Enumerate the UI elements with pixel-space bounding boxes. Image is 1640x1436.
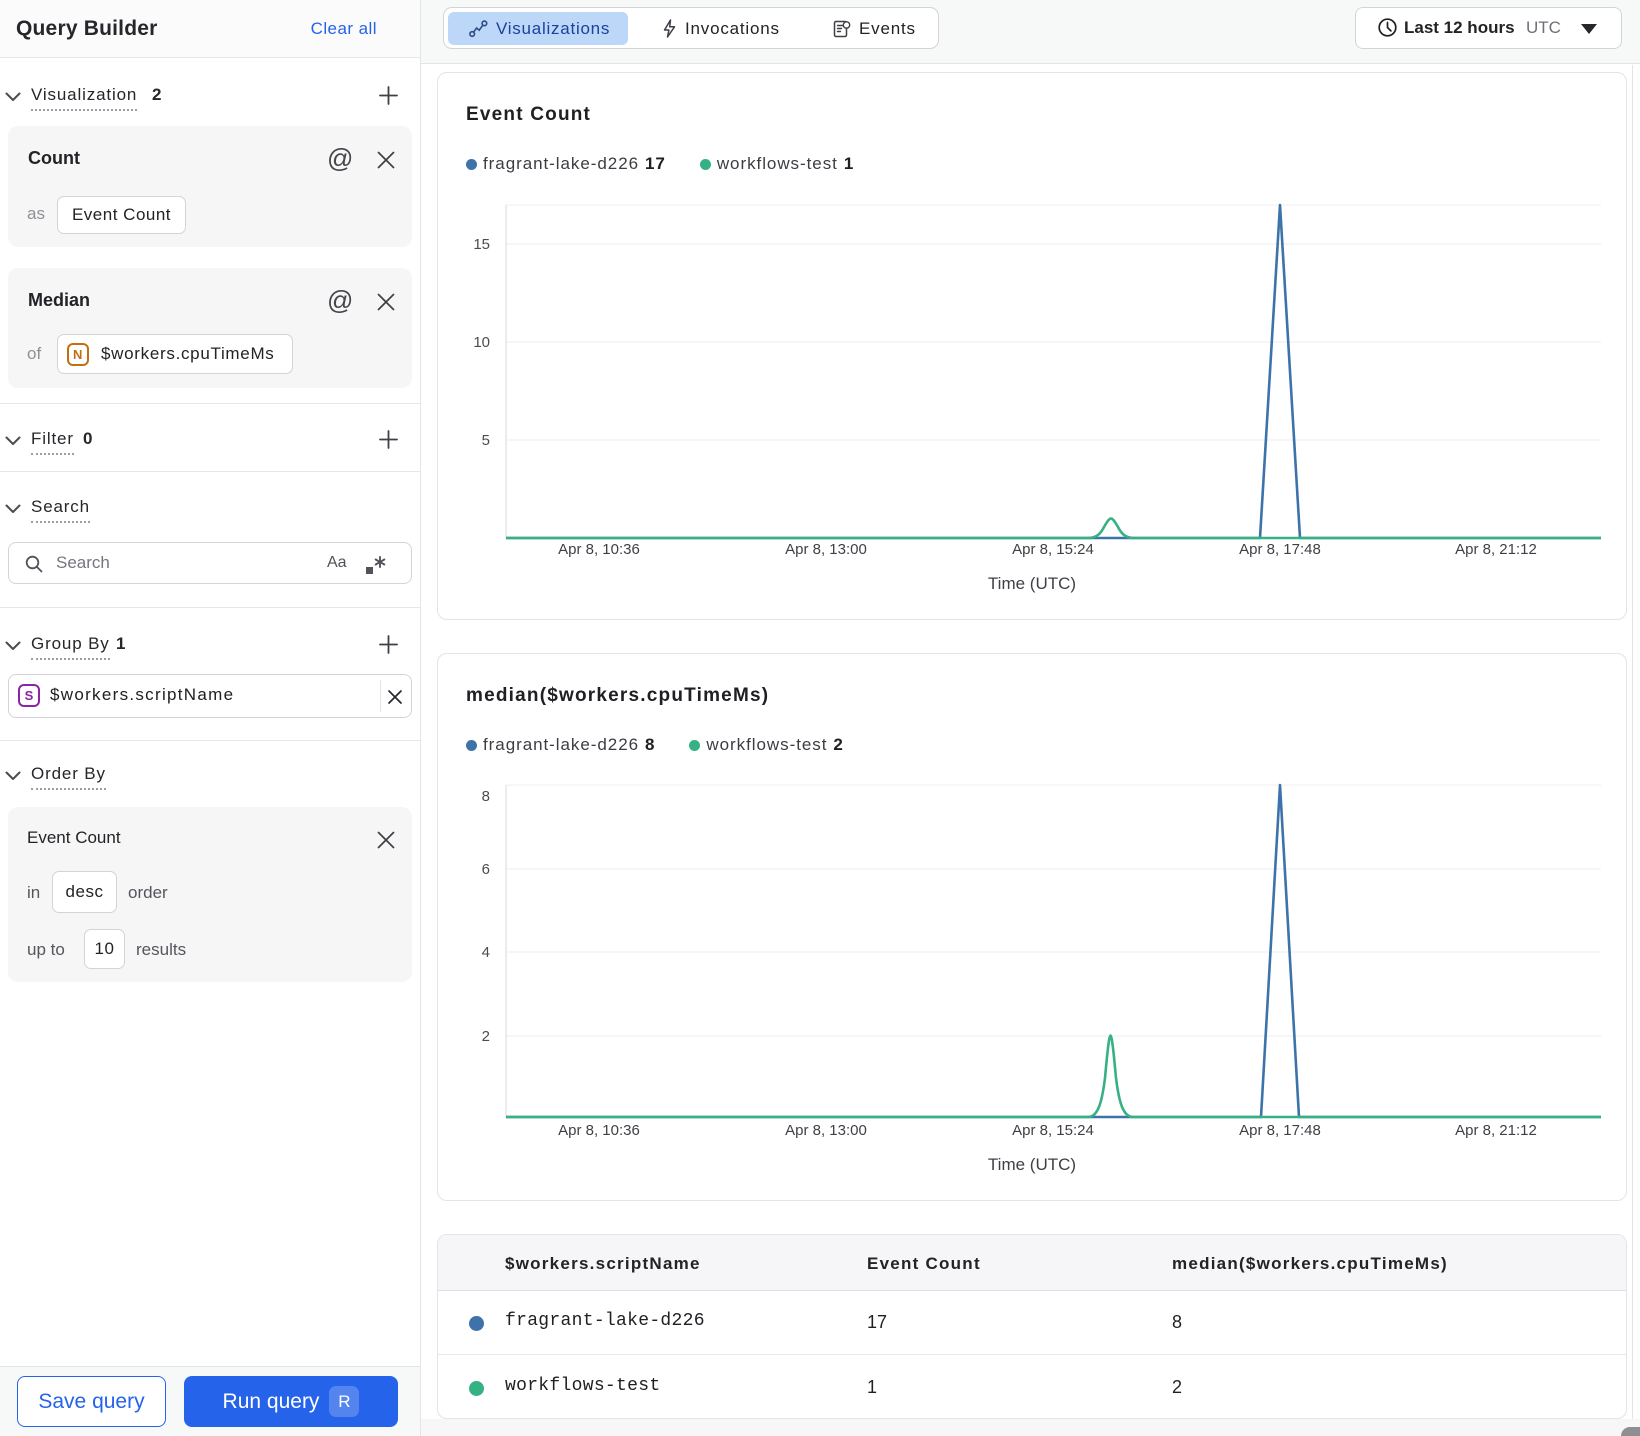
svg-text:15: 15 [473, 236, 490, 253]
svg-text:Apr 8, 17:48: Apr 8, 17:48 [1239, 1122, 1321, 1139]
svg-text:2: 2 [482, 1028, 490, 1045]
svg-text:8: 8 [482, 788, 490, 805]
svg-text:5: 5 [482, 432, 490, 449]
svg-text:Apr 8, 10:36: Apr 8, 10:36 [558, 541, 640, 558]
svg-text:Apr 8, 21:12: Apr 8, 21:12 [1455, 541, 1537, 558]
svg-text:Time (UTC): Time (UTC) [988, 1155, 1076, 1174]
svg-text:Apr 8, 13:00: Apr 8, 13:00 [785, 1122, 867, 1139]
svg-text:Time (UTC): Time (UTC) [988, 574, 1076, 593]
svg-text:6: 6 [482, 861, 490, 878]
svg-text:Apr 8, 13:00: Apr 8, 13:00 [785, 541, 867, 558]
svg-text:Apr 8, 21:12: Apr 8, 21:12 [1455, 1122, 1537, 1139]
svg-text:Apr 8, 17:48: Apr 8, 17:48 [1239, 541, 1321, 558]
svg-text:4: 4 [482, 944, 490, 961]
svg-text:Apr 8, 10:36: Apr 8, 10:36 [558, 1122, 640, 1139]
svg-text:Apr 8, 15:24: Apr 8, 15:24 [1012, 541, 1094, 558]
svg-text:Apr 8, 15:24: Apr 8, 15:24 [1012, 1122, 1094, 1139]
svg-text:10: 10 [473, 334, 490, 351]
